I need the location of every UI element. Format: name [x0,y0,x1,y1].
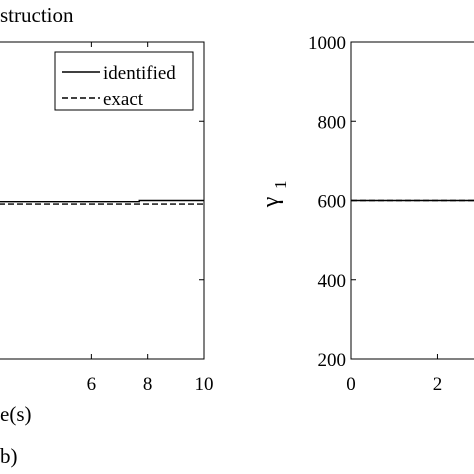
y-axis-label: γ1 [258,181,290,209]
y-tick-label: 600 [318,192,347,213]
y-tick-label: 400 [318,271,347,292]
legend [54,51,194,111]
y-axis-label-subscript: 1 [271,181,290,190]
y-tick-label: 800 [318,112,347,133]
x-tick-label: 8 [143,374,153,395]
x-tick-label: 0 [346,374,356,395]
y-tick-label: 200 [318,350,347,371]
chart-title: struction [0,3,74,27]
legend-label-identified: identified [103,63,176,84]
subfigure-label: b) [0,444,18,468]
x-tick-label: 6 [87,374,97,395]
series-line-identified [0,199,204,203]
y-tick-label: 1000 [308,33,346,54]
x-axis-label: e(s) [0,402,31,426]
x-tick-label: 2 [433,374,443,395]
x-tick-label: 10 [195,374,214,395]
y-axis-label-symbol: γ [258,196,284,208]
legend-label-exact: exact [103,89,144,110]
left-panel: 6 8 10 identified exact struction e(s) b) [0,3,214,468]
